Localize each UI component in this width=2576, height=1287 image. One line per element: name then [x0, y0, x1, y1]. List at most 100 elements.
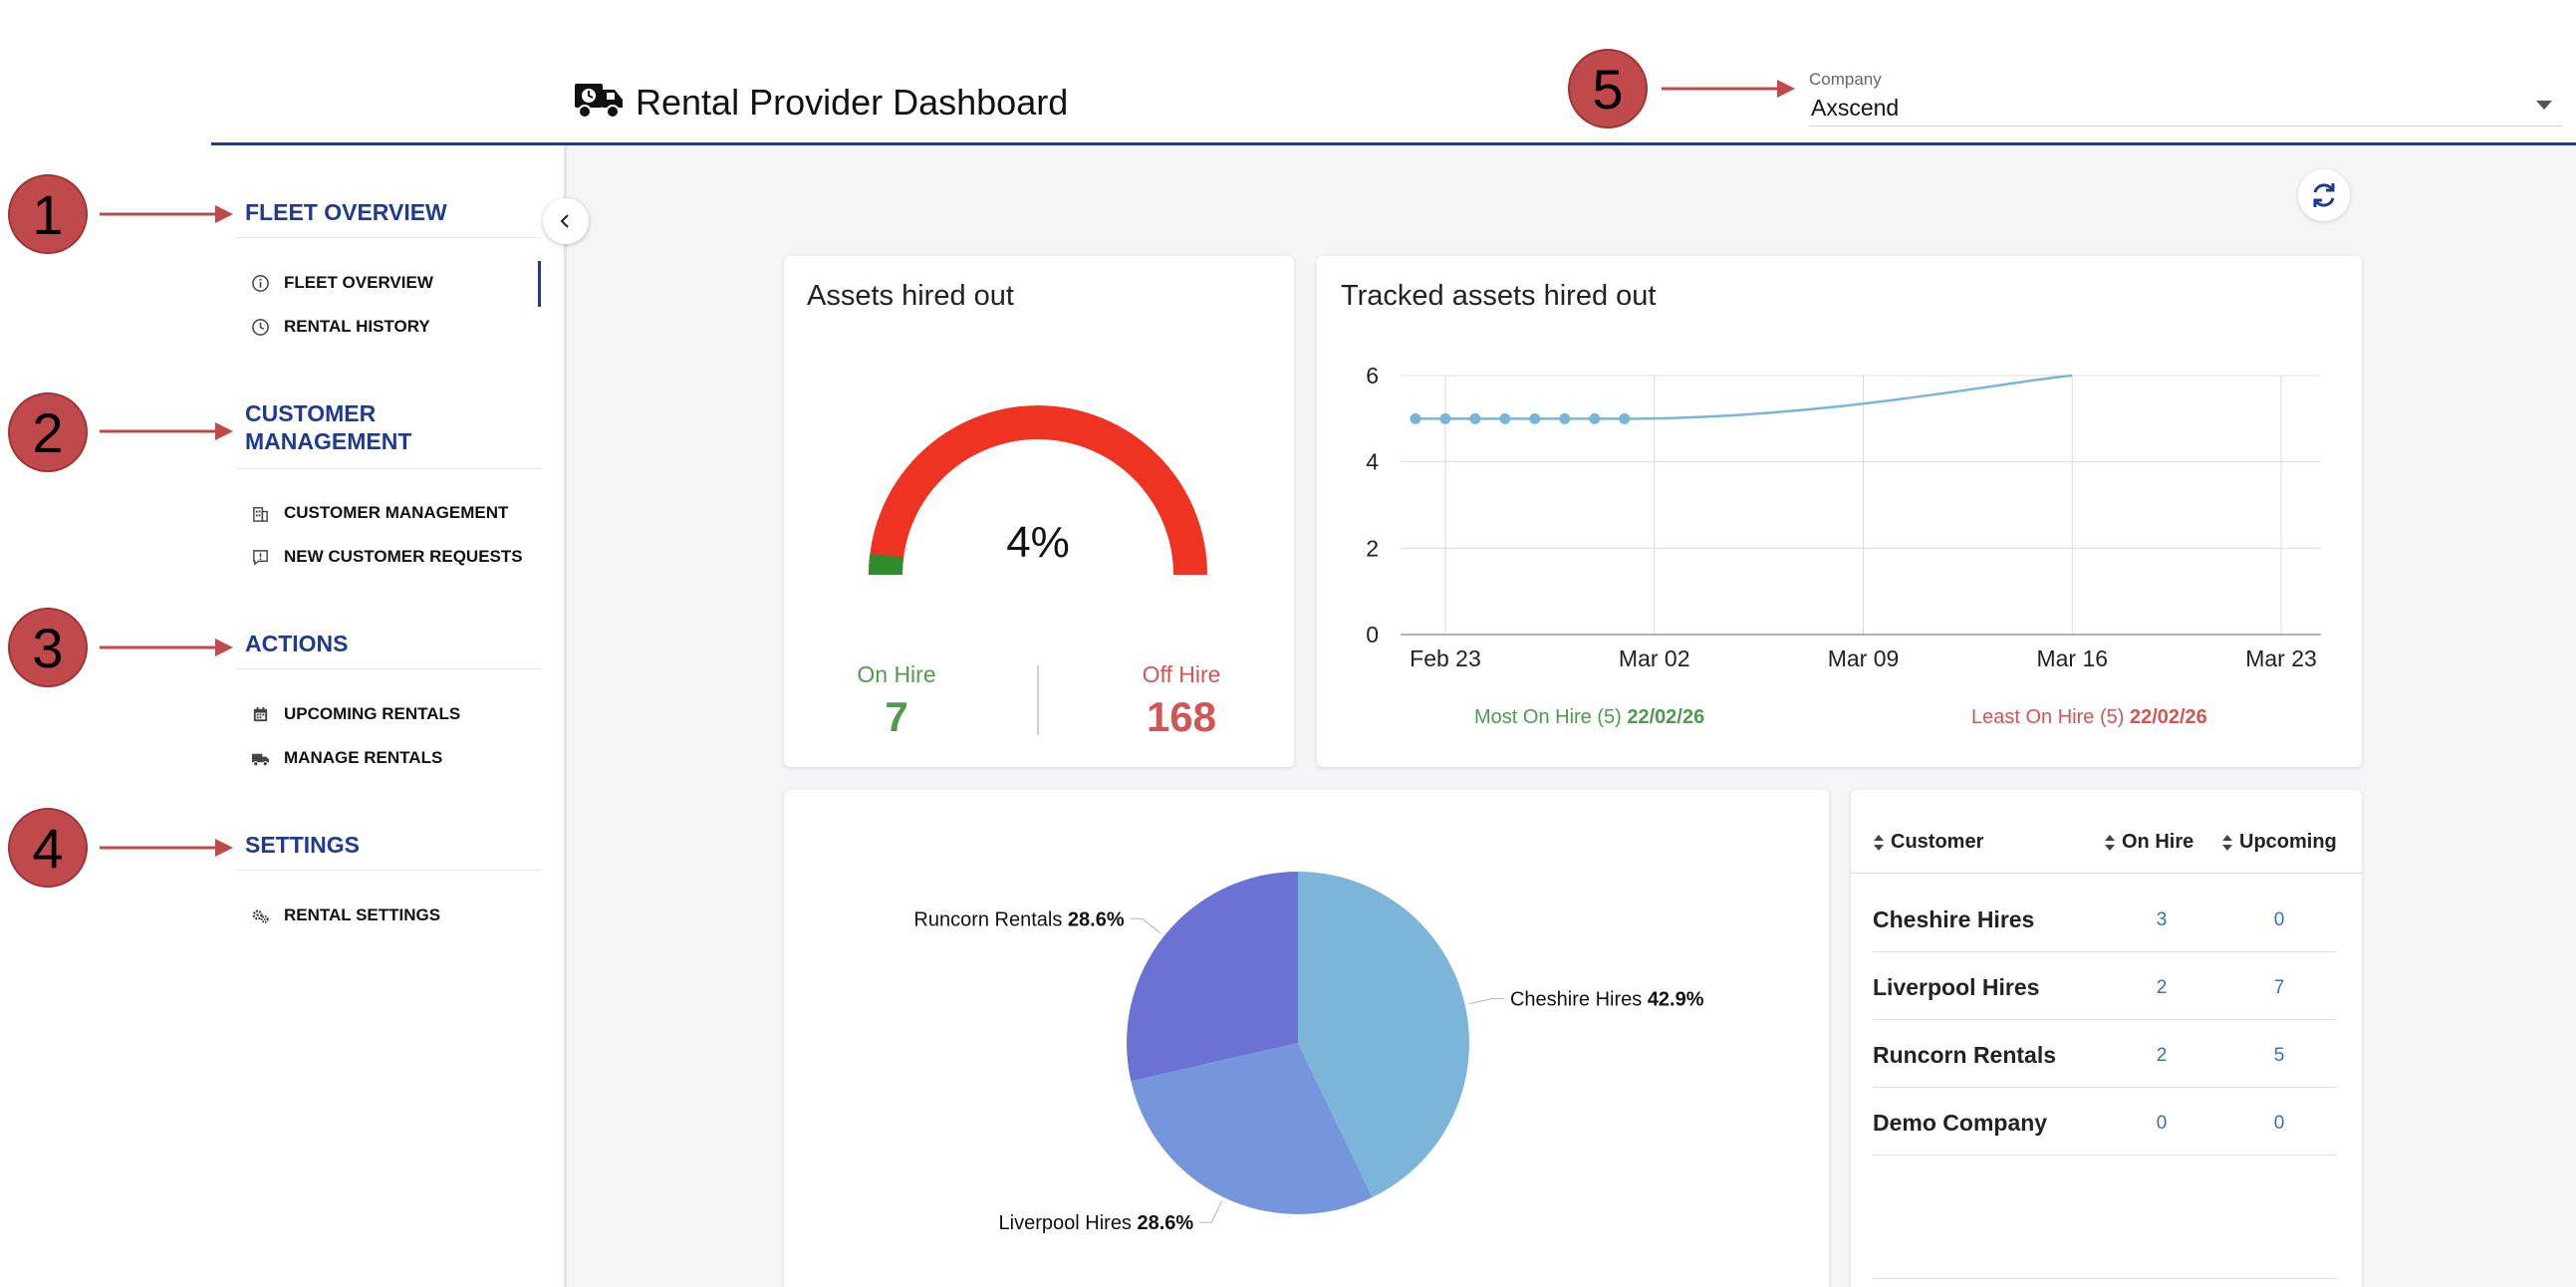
section-title-settings: SETTINGS — [245, 832, 361, 858]
refresh-button[interactable] — [2298, 169, 2350, 221]
table-row-on-hire[interactable]: 2 — [2156, 1045, 2168, 1066]
sidebar-item-label: FLEET OVERVIEW — [284, 273, 433, 292]
annotation-badge-1: 1 — [8, 174, 88, 254]
sidebar-item-customer-management[interactable]: CUSTOMER MANAGEMENT — [251, 500, 508, 526]
x-tick-label: Mar 16 — [2036, 645, 2108, 671]
sidebar-item-label: RENTAL HISTORY — [284, 317, 430, 336]
section-title-customer-management: CUSTOMER MANAGEMENT — [245, 399, 411, 455]
most-on-hire-label: Most On Hire (5) — [1474, 706, 1622, 728]
column-header-label: Customer — [1891, 831, 1984, 853]
section-title-line: CUSTOMER — [245, 400, 377, 426]
column-header-on-hire[interactable]: On Hire — [2104, 831, 2193, 854]
sidebar-item-label: UPCOMING RENTALS — [284, 704, 461, 723]
data-point — [1529, 412, 1541, 424]
pie-slice-percent: 42.9% — [1648, 988, 1704, 1010]
sidebar-item-rental-settings[interactable]: RENTAL SETTINGS — [251, 902, 440, 928]
annotation-arrow — [100, 422, 233, 440]
pie-label-leader — [1130, 917, 1161, 934]
table-row-name: Cheshire Hires — [1873, 906, 2035, 932]
sort-icon — [2222, 834, 2232, 851]
gears-icon — [252, 909, 269, 923]
sidebar-item-upcoming-rentals[interactable]: UPCOMING RENTALS — [251, 701, 460, 727]
sidebar-item-fleet-overview[interactable]: FLEET OVERVIEW — [251, 270, 433, 296]
pie-slice-name: Liverpool Hires — [999, 1212, 1138, 1234]
most-on-hire-stat: Most On Hire (5) 22/02/26 — [1474, 706, 1704, 729]
table-row-divider — [1873, 951, 2337, 952]
sort-icon — [2105, 834, 2115, 851]
assets-gauge — [869, 405, 1207, 575]
pie-label-leader — [1468, 997, 1504, 1005]
pie-slice — [1298, 872, 1469, 1197]
sidebar-collapse-button[interactable] — [543, 198, 589, 244]
section-divider — [237, 468, 542, 469]
company-select[interactable]: Axscend — [1811, 95, 1900, 121]
table-row-on-hire[interactable]: 3 — [2156, 909, 2168, 930]
annotation-badge-5: 5 — [1568, 49, 1648, 129]
pie-slice-label: Cheshire Hires 42.9% — [1510, 988, 1704, 1010]
off-hire-value: 168 — [1146, 693, 1217, 740]
chevron-down-icon[interactable] — [2536, 101, 2552, 110]
sidebar-item-label: CUSTOMER MANAGEMENT — [284, 503, 509, 522]
annotation-arrow — [100, 205, 233, 223]
table-row-name: Runcorn Rentals — [1873, 1042, 2057, 1068]
y-tick-label: 6 — [1366, 363, 1379, 388]
pie-label-leader — [1199, 1200, 1223, 1223]
customer-share-pie-chart: Cheshire Hires 42.9% Liverpool Hires 28.6… — [913, 872, 1704, 1234]
tracked-assets-line-chart: 0 2 4 6 Feb 23 Mar 02 Mar 09 Mar 16 Mar 23 — [1366, 363, 2321, 671]
column-header-label: On Hire — [2122, 831, 2194, 853]
annotation-badge-2: 2 — [8, 392, 88, 472]
chevron-left-icon — [560, 214, 569, 228]
pie-slice-name: Runcorn Rentals — [913, 908, 1068, 930]
x-tick-label: Mar 09 — [1828, 645, 1900, 671]
gauge-on-hire-arc — [869, 553, 904, 575]
info-icon — [252, 274, 269, 292]
on-hire-label: On Hire — [857, 661, 936, 687]
y-tick-label: 4 — [1366, 449, 1379, 475]
table-row-upcoming[interactable]: 0 — [2273, 909, 2285, 930]
building-icon — [253, 506, 268, 522]
table-row-on-hire[interactable]: 2 — [2156, 977, 2168, 998]
calendar-icon — [253, 706, 268, 721]
gauge-percent-label: 4% — [1006, 518, 1070, 567]
table-row-upcoming[interactable]: 5 — [2273, 1045, 2285, 1066]
sort-icon — [1874, 834, 1884, 851]
rental-truck-icon — [575, 84, 623, 119]
section-divider — [237, 870, 542, 871]
table-row-name: Liverpool Hires — [1873, 974, 2040, 1000]
table-row-upcoming[interactable]: 7 — [2273, 977, 2285, 998]
table-row-on-hire[interactable]: 0 — [2156, 1113, 2168, 1134]
section-title-line: MANAGEMENT — [245, 428, 412, 454]
data-point — [1410, 412, 1421, 424]
column-header-upcoming[interactable]: Upcoming — [2221, 831, 2337, 854]
assets-hired-card — [784, 256, 1294, 767]
company-select-underline — [1809, 126, 2562, 127]
pie-slice-percent: 28.6% — [1138, 1212, 1194, 1234]
table-row-upcoming[interactable]: 0 — [2273, 1113, 2285, 1134]
section-title-actions: ACTIONS — [245, 631, 349, 656]
sidebar-item-label: RENTAL SETTINGS — [284, 905, 441, 924]
sidebar-item-new-customer-requests[interactable]: NEW CUSTOMER REQUESTS — [251, 544, 523, 570]
section-title-fleet-overview: FLEET OVERVIEW — [245, 199, 447, 225]
hire-divider — [1037, 665, 1039, 735]
least-on-hire-label: Least On Hire (5) — [1971, 706, 2125, 728]
table-header-divider — [1851, 873, 2362, 874]
table-row-divider — [1873, 1155, 2337, 1156]
pie-slice — [1131, 1043, 1373, 1214]
header-divider — [211, 142, 2576, 145]
annotation-arrow — [100, 839, 233, 857]
sidebar-item-manage-rentals[interactable]: MANAGE RENTALS — [251, 745, 442, 771]
customer-table-card — [1851, 790, 2362, 1287]
most-on-hire-date: 22/02/26 — [1627, 706, 1705, 728]
column-header-customer[interactable]: Customer — [1873, 831, 1983, 854]
annotation-arrow — [100, 639, 233, 656]
data-point — [1559, 412, 1571, 424]
data-point — [1439, 412, 1451, 424]
sidebar-item-rental-history[interactable]: RENTAL HISTORY — [251, 314, 430, 340]
annotation-badge-4: 4 — [8, 808, 88, 888]
y-tick-label: 0 — [1366, 622, 1379, 647]
truck-icon — [251, 753, 270, 766]
data-point — [1589, 412, 1601, 424]
x-tick-label: Mar 23 — [2245, 645, 2317, 671]
assets-hired-title: Assets hired out — [807, 280, 1014, 312]
page-title: Rental Provider Dashboard — [636, 82, 1069, 123]
